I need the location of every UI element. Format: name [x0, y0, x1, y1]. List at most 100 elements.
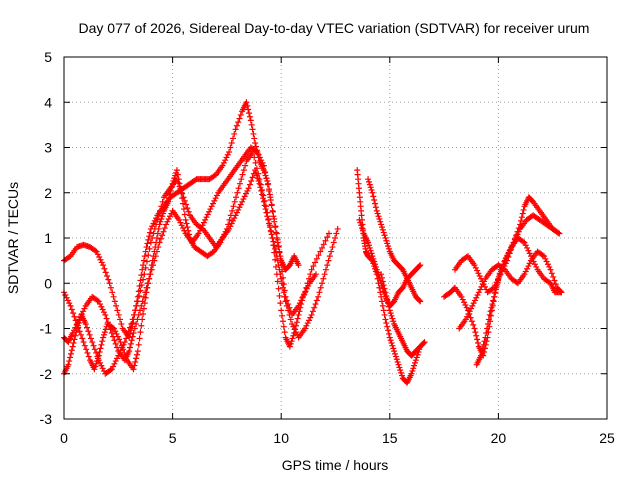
- data-point: [244, 102, 251, 109]
- data-point: [253, 172, 260, 179]
- data-point: [249, 174, 256, 181]
- data-point: [127, 324, 134, 331]
- data-point: [101, 329, 108, 336]
- data-point: [384, 296, 391, 303]
- data-point: [259, 159, 266, 166]
- data-point: [365, 178, 372, 185]
- data-point: [312, 271, 319, 278]
- data-point: [136, 335, 143, 342]
- data-point: [71, 336, 78, 343]
- data-point: [273, 230, 280, 237]
- data-point: [280, 289, 287, 296]
- data-point: [161, 225, 168, 232]
- data-point: [275, 262, 282, 269]
- data-point: [378, 274, 385, 281]
- data-point: [125, 328, 132, 335]
- data-point: [372, 204, 379, 211]
- data-point: [471, 297, 478, 304]
- data-point: [468, 318, 475, 325]
- data-point: [203, 214, 210, 221]
- data-point: [138, 282, 145, 289]
- data-point: [368, 187, 375, 194]
- data-point: [461, 299, 468, 306]
- data-point: [151, 225, 158, 232]
- data-point: [312, 301, 319, 308]
- data-point: [286, 343, 293, 350]
- data-point: [372, 261, 379, 268]
- data-point: [269, 235, 276, 241]
- data-point: [276, 266, 283, 273]
- data-point: [98, 362, 105, 369]
- data-point: [67, 350, 74, 357]
- data-point: [496, 272, 503, 279]
- data-point: [65, 361, 72, 368]
- data-point: [150, 262, 157, 269]
- data-point: [139, 266, 146, 273]
- data-point: [235, 119, 242, 126]
- data-point: [174, 171, 181, 178]
- data-point: [392, 353, 399, 360]
- data-point: [378, 271, 385, 278]
- data-point: [137, 287, 144, 294]
- data-point: [246, 113, 253, 120]
- data-point: [132, 358, 139, 365]
- data-point: [357, 219, 364, 226]
- data-point: [369, 189, 376, 196]
- data-point: [493, 282, 500, 289]
- data-point: [245, 185, 252, 192]
- data-point: [236, 204, 243, 211]
- data-point: [126, 348, 133, 355]
- data-point: [329, 244, 336, 251]
- data-point: [546, 263, 553, 270]
- data-point: [96, 349, 103, 356]
- data-point: [525, 247, 532, 254]
- data-point: [109, 289, 116, 296]
- data-point: [155, 244, 162, 251]
- data-point: [240, 196, 247, 203]
- series-track-2: [61, 149, 319, 373]
- data-point: [158, 215, 165, 222]
- data-point: [505, 249, 512, 256]
- data-point: [231, 130, 238, 137]
- data-point: [105, 276, 112, 283]
- data-point: [223, 154, 230, 161]
- data-point: [180, 225, 187, 232]
- data-point: [489, 285, 496, 292]
- data-point: [230, 203, 237, 210]
- data-point: [226, 149, 233, 156]
- data-point: [276, 292, 283, 299]
- data-point: [108, 366, 115, 373]
- data-point: [134, 348, 141, 355]
- data-point: [151, 217, 158, 224]
- data-point: [274, 257, 281, 264]
- y-axis-label: SDTVAR / TECUs: [5, 182, 21, 294]
- data-point: [374, 210, 381, 217]
- data-point: [332, 235, 339, 241]
- data-point: [138, 322, 145, 329]
- data-point: [385, 300, 392, 307]
- data-point: [98, 303, 105, 310]
- data-point: [118, 320, 125, 327]
- data-point: [154, 216, 161, 223]
- data-point: [382, 316, 389, 323]
- data-point: [491, 290, 498, 297]
- data-point: [466, 308, 473, 315]
- data-point: [313, 255, 320, 262]
- data-point: [462, 316, 469, 323]
- data-point: [85, 353, 92, 360]
- data-point: [149, 223, 156, 230]
- data-point: [470, 300, 477, 307]
- data-point: [111, 298, 118, 305]
- data-point: [542, 255, 549, 262]
- data-point: [319, 244, 326, 251]
- data-point: [325, 230, 332, 237]
- data-point: [159, 232, 166, 239]
- data-point: [261, 202, 268, 209]
- data-point: [280, 323, 287, 330]
- data-point: [91, 346, 98, 353]
- data-point: [411, 359, 418, 366]
- data-point: [95, 357, 102, 364]
- data-point: [232, 126, 239, 133]
- data-point: [62, 292, 69, 299]
